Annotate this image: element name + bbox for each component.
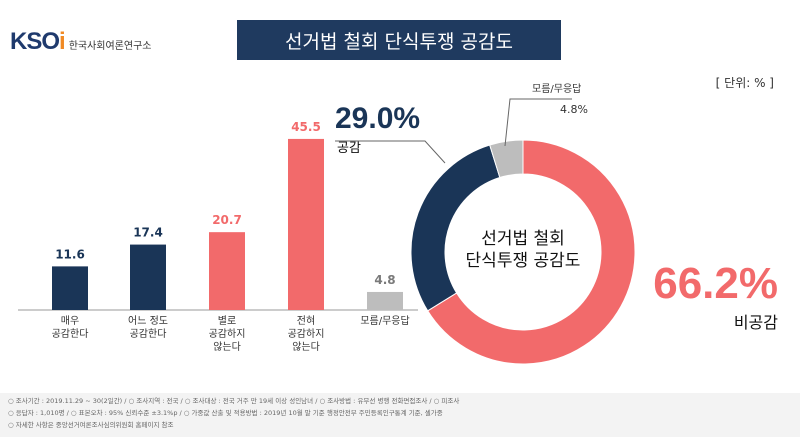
bar-value-label-1: 11.6	[55, 247, 85, 261]
bar-category-label-3: 별로 공감하지 않는다	[209, 315, 246, 353]
donut-label-value-3: 4.8%	[560, 103, 588, 116]
donut-label-value-1: 66.2%	[653, 259, 778, 308]
donut-label-name-1: 비공감	[734, 313, 778, 332]
donut-label-name-2: 공감	[337, 141, 361, 156]
donut-center-label-1: 선거법 철회	[481, 229, 565, 249]
donut-label-value-2: 29.0%	[335, 102, 420, 135]
logo-mark: KSOi	[10, 28, 66, 55]
donut-center-label-2: 단식투쟁 공감도	[466, 251, 581, 271]
chart-canvas: 11.6 매우 공감한다 17.4 어느 정도 공감한다 20.7 별로 공감하지 않는다 45.5…	[18, 83, 778, 365]
donut-slice-1	[427, 139, 636, 365]
logo-org-name: 한국사회여론연구소	[68, 40, 152, 52]
bar-value-label-5: 4.8	[374, 273, 395, 287]
bar-category-label-1: 매우 공감한다	[52, 315, 89, 340]
footer-line-2: ○ 응답자 : 1,010명 / ○ 표본오차 : 95% 신뢰수준 ±3.1%…	[8, 409, 443, 417]
bar-2	[130, 244, 166, 310]
donut-label-name-3: 모름/무응답	[532, 83, 581, 95]
donut-slice-3	[489, 139, 524, 179]
bar-category-label-4: 전혀 공감하지 않는다	[288, 315, 325, 353]
logo: KSOi 한국사회여론연구소	[10, 28, 152, 56]
donut-slice-2	[410, 144, 501, 312]
chart-title-text: 선거법 철회 단식투쟁 공감도	[285, 30, 513, 53]
bar-5	[367, 291, 403, 310]
bar-category-label-2: 어느 정도 공감한다	[128, 315, 168, 340]
bar-3	[209, 232, 245, 310]
donut-leader-3	[504, 98, 572, 147]
donut-leader-2	[335, 140, 446, 164]
footer-line-3: ○ 자세한 사항은 중앙선거여론조사심의위원회 홈페이지 참조	[8, 421, 174, 429]
survey-footer: ○ 조사기간 : 2019.11.29 ~ 30(2일간) / ○ 조사지역 :…	[0, 393, 800, 437]
bar-4	[288, 138, 324, 310]
bar-value-label-4: 45.5	[291, 120, 321, 134]
bar-value-label-3: 20.7	[212, 213, 242, 227]
bar-1	[52, 266, 88, 310]
chart-title: 선거법 철회 단식투쟁 공감도	[237, 20, 561, 60]
unit-label: [ 단위: % ]	[715, 76, 774, 90]
footer-line-1: ○ 조사기간 : 2019.11.29 ~ 30(2일간) / ○ 조사지역 :…	[8, 397, 460, 405]
bar-value-label-2: 17.4	[133, 226, 163, 240]
bar-category-label-5: 모름/무응답	[360, 315, 409, 327]
